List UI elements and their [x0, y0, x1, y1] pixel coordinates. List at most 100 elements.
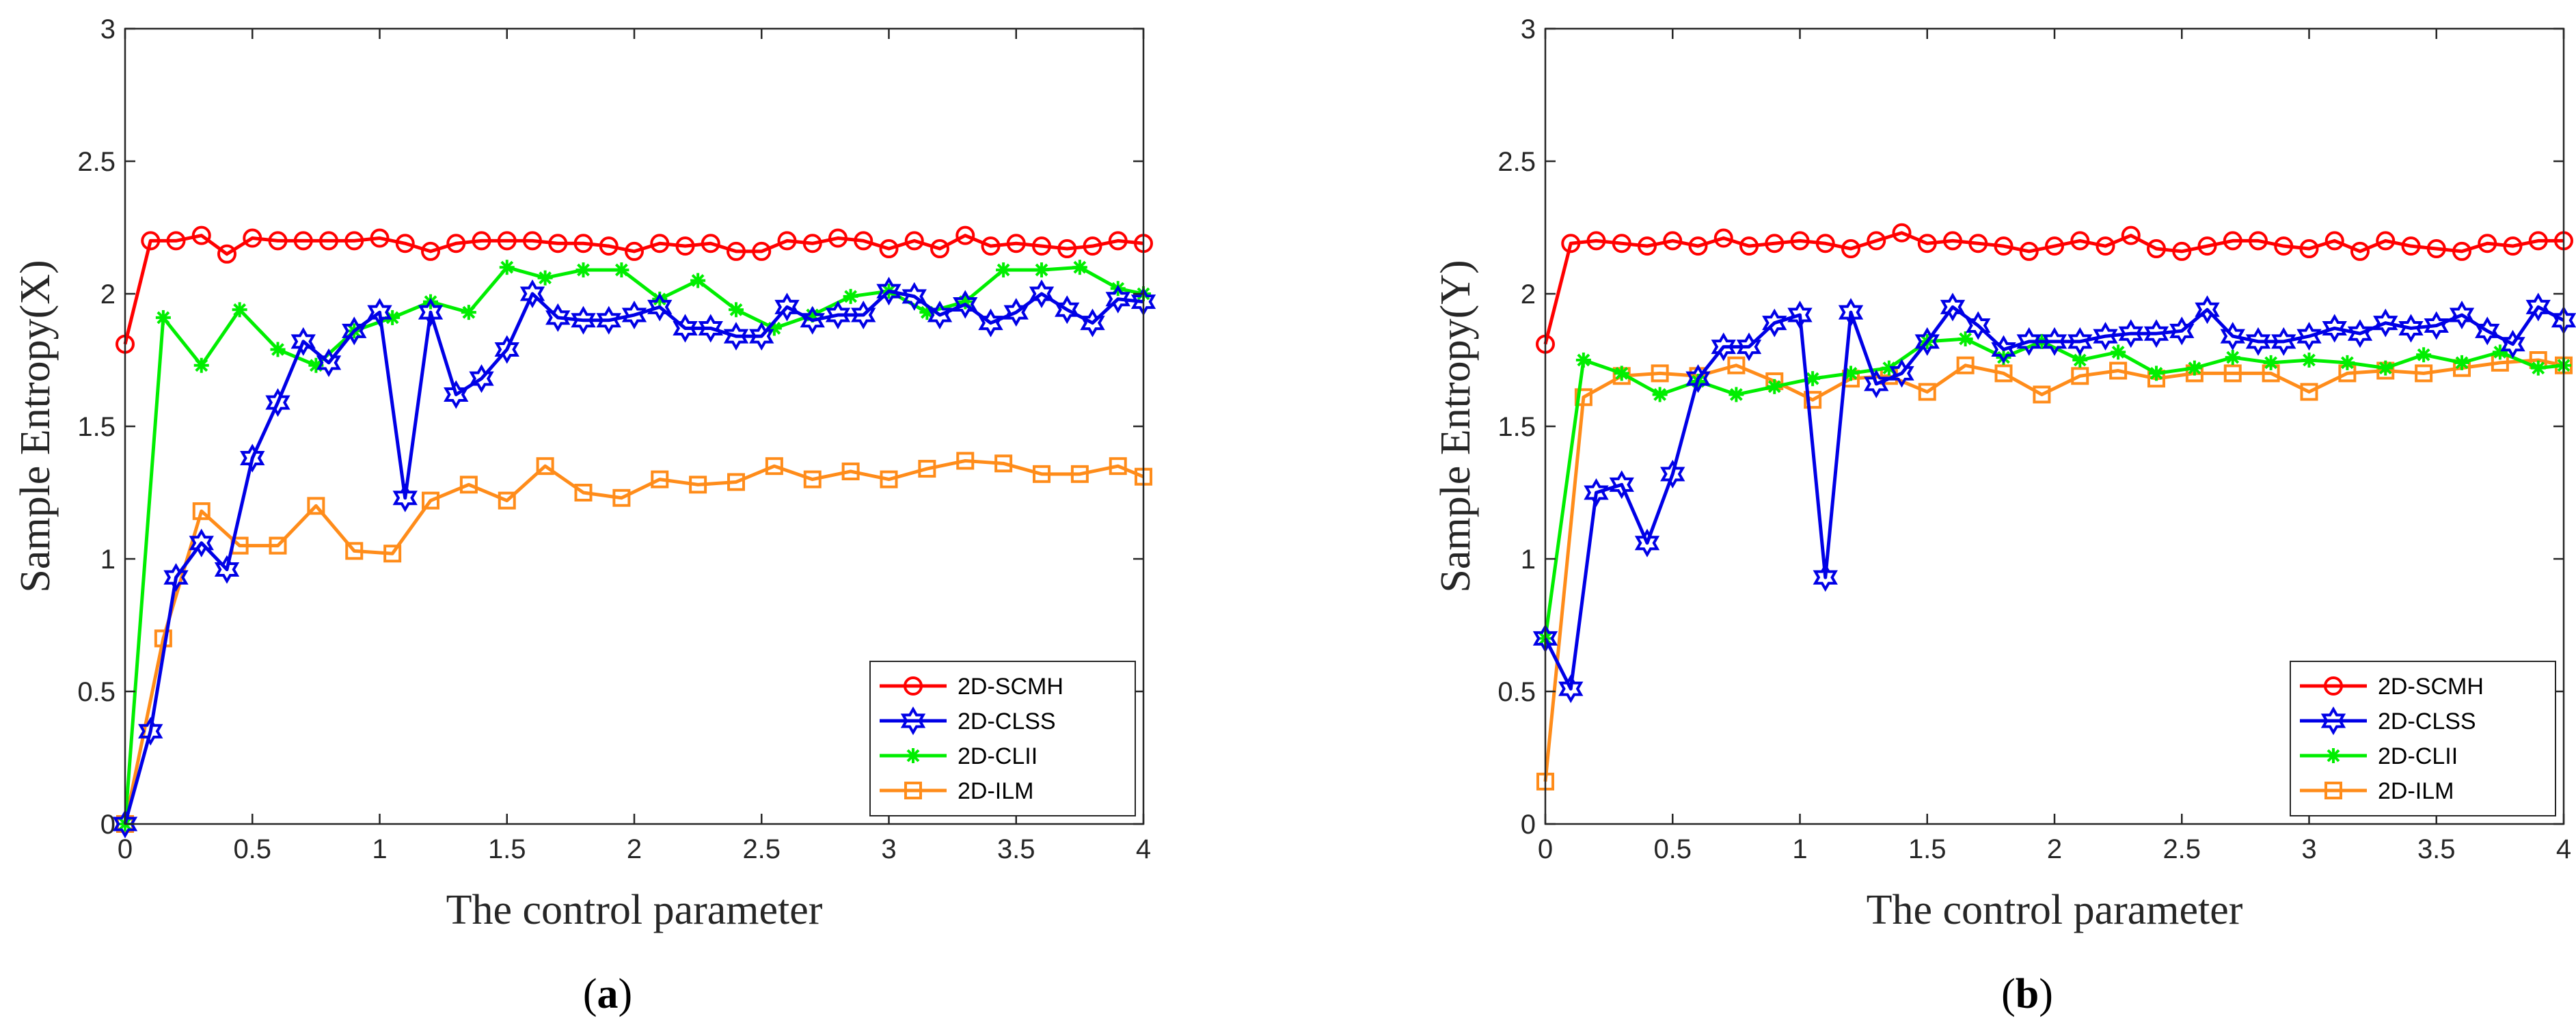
data-point-2d-clii: [270, 342, 286, 357]
data-point-2d-clii-stroke: [1729, 388, 1743, 401]
data-point-2d-clss: [1080, 308, 1105, 338]
data-point-2d-clss: [800, 305, 825, 335]
data-point-2d-ilm: [1727, 356, 1746, 374]
data-point-2d-ilm: [1033, 465, 1050, 483]
data-point-2d-ilm: [1070, 465, 1089, 483]
data-point-2d-clss: [163, 563, 189, 592]
y-axis-label-b: Sample Entropy(Y): [1433, 260, 1479, 592]
data-point-2d-clss: [825, 301, 851, 330]
data-point-2d-scmh: [2045, 236, 2064, 256]
data-point-2d-clss: [2525, 292, 2551, 322]
data-point-2d-clii-stroke: [195, 359, 208, 372]
legend-marker-2d-scmh: [2324, 676, 2343, 696]
data-point-2d-scmh: [777, 231, 797, 251]
caption-a-letter: a: [597, 971, 619, 1017]
chart-panel-b: 0 0.5 1 1.5 2 2.5 3 3.5 4 0 0.5 1 1.5 2 2.5 3 The contr…: [1433, 14, 2576, 1017]
data-point-2d-clii-stroke: [2417, 348, 2430, 361]
data-point-2d-clss: [1966, 311, 1991, 340]
data-point-2d-clss: [1787, 301, 1813, 330]
data-point-2d-clss: [2271, 327, 2296, 356]
data-point-2d-clii-stroke: [1653, 388, 1667, 401]
data-point-2d-scmh: [2324, 231, 2344, 251]
legend-label-2d-clss: 2D-CLSS: [958, 709, 1056, 734]
data-point-2d-scmh: [701, 234, 720, 253]
data-point-2d-clss: [1685, 364, 1711, 394]
data-point-2d-ilm: [994, 454, 1013, 473]
legend-marker-2d-clss: [900, 706, 926, 735]
data-point-2d-clss: [1105, 284, 1130, 314]
data-point-2d-scmh: [1612, 234, 1631, 253]
data-point-2d-clss: [1029, 279, 1055, 308]
data-point-2d-clss: [2143, 319, 2169, 348]
data-point-2d-scmh: [472, 231, 491, 251]
data-point-2d-clss: [290, 327, 316, 356]
data-point-2d-clss: [2169, 316, 2195, 346]
data-point-2d-clii-stroke: [577, 263, 590, 277]
data-point-2d-clss: [2449, 301, 2475, 330]
data-point-2d-clii-stroke: [539, 271, 552, 285]
legend-entry-2d-clss: 2D-CLSS: [880, 706, 1056, 735]
x-axis-label-b: The control parameter: [1867, 887, 2243, 933]
data-point-2d-clii: [1843, 366, 1858, 381]
data-point-2d-clss: [1609, 470, 1634, 499]
data-point-2d-scmh: [1057, 239, 1077, 259]
data-point-2d-clii: [2530, 360, 2546, 376]
data-point-2d-clss: [621, 301, 647, 330]
legend-label-2d-clii: 2D-CLII: [2378, 743, 2458, 769]
x-tick-label-b: 0: [1538, 834, 1553, 864]
data-point-2d-scmh: [2503, 236, 2523, 256]
legend-entry-2d-ilm: 2D-ILM: [880, 778, 1033, 804]
x-tick-label-a: 2: [627, 834, 642, 864]
data-point-2d-scmh: [446, 234, 466, 253]
data-point-2d-clss: [1736, 332, 1762, 361]
data-point-2d-scmh: [625, 241, 644, 261]
data-point-2d-ilm: [307, 497, 325, 515]
data-point-2d-scmh: [2299, 239, 2319, 259]
data-point-2d-clii: [690, 273, 706, 288]
data-point-2d-clii: [2225, 350, 2240, 366]
data-point-2d-clii-stroke: [614, 263, 628, 277]
series-line-2d-ilm: [123, 458, 1144, 825]
data-point-2d-clss: [316, 348, 342, 377]
data-point-2d-scmh: [1739, 236, 1759, 256]
data-point-2d-clii: [1034, 262, 1049, 278]
x-tick-label-b: 3.5: [2417, 834, 2456, 864]
data-point-2d-clss: [673, 314, 698, 343]
plot-marks-a: [112, 225, 1156, 838]
data-point-2d-scmh: [1968, 234, 1988, 253]
data-point-2d-scmh: [166, 231, 186, 251]
data-point-2d-clii-stroke: [1615, 366, 1629, 380]
legend-entry-2d-clii: 2D-CLII: [2300, 743, 2458, 769]
data-point-2d-clss: [494, 335, 519, 364]
data-point-2d-scmh: [981, 236, 1001, 256]
data-point-2d-clii: [155, 310, 171, 325]
legend-marker-2d-clii: [906, 748, 921, 763]
data-point-2d-clii: [2111, 344, 2126, 360]
data-point-2d-ilm: [612, 489, 631, 507]
data-point-2d-clss: [2347, 319, 2373, 348]
data-point-2d-clii: [2301, 353, 2317, 368]
data-point-2d-clss: [342, 316, 367, 346]
data-point-2d-scmh: [904, 231, 924, 251]
data-point-2d-clss: [1940, 292, 1966, 322]
data-point-2d-scmh: [1815, 234, 1835, 253]
data-point-2d-scmh: [752, 241, 772, 261]
data-point-2d-scmh: [2274, 236, 2294, 256]
data-point-2d-clii-stroke: [1997, 350, 2010, 364]
legend-entry-2d-scmh: 2D-SCMH: [2300, 674, 2484, 700]
legend-label-2d-clii: 2D-CLII: [958, 743, 1038, 769]
data-point-2d-scmh: [1790, 231, 1810, 251]
data-point-2d-clss: [749, 322, 774, 351]
series-2d-clss-b: [1532, 292, 2576, 704]
data-point-2d-scmh: [370, 228, 390, 248]
data-point-2d-clss: [901, 281, 927, 311]
data-point-2d-clss: [189, 528, 214, 558]
caption-b-close: ): [2039, 971, 2053, 1017]
data-point-2d-clss: [1813, 563, 1838, 592]
legend-entry-2d-clii: 2D-CLII: [880, 743, 1038, 769]
data-point-2d-ilm: [765, 457, 783, 476]
data-point-2d-clii: [1575, 353, 1591, 368]
data-point-2d-clii: [1652, 387, 1668, 402]
data-point-2d-scmh: [2478, 234, 2497, 253]
